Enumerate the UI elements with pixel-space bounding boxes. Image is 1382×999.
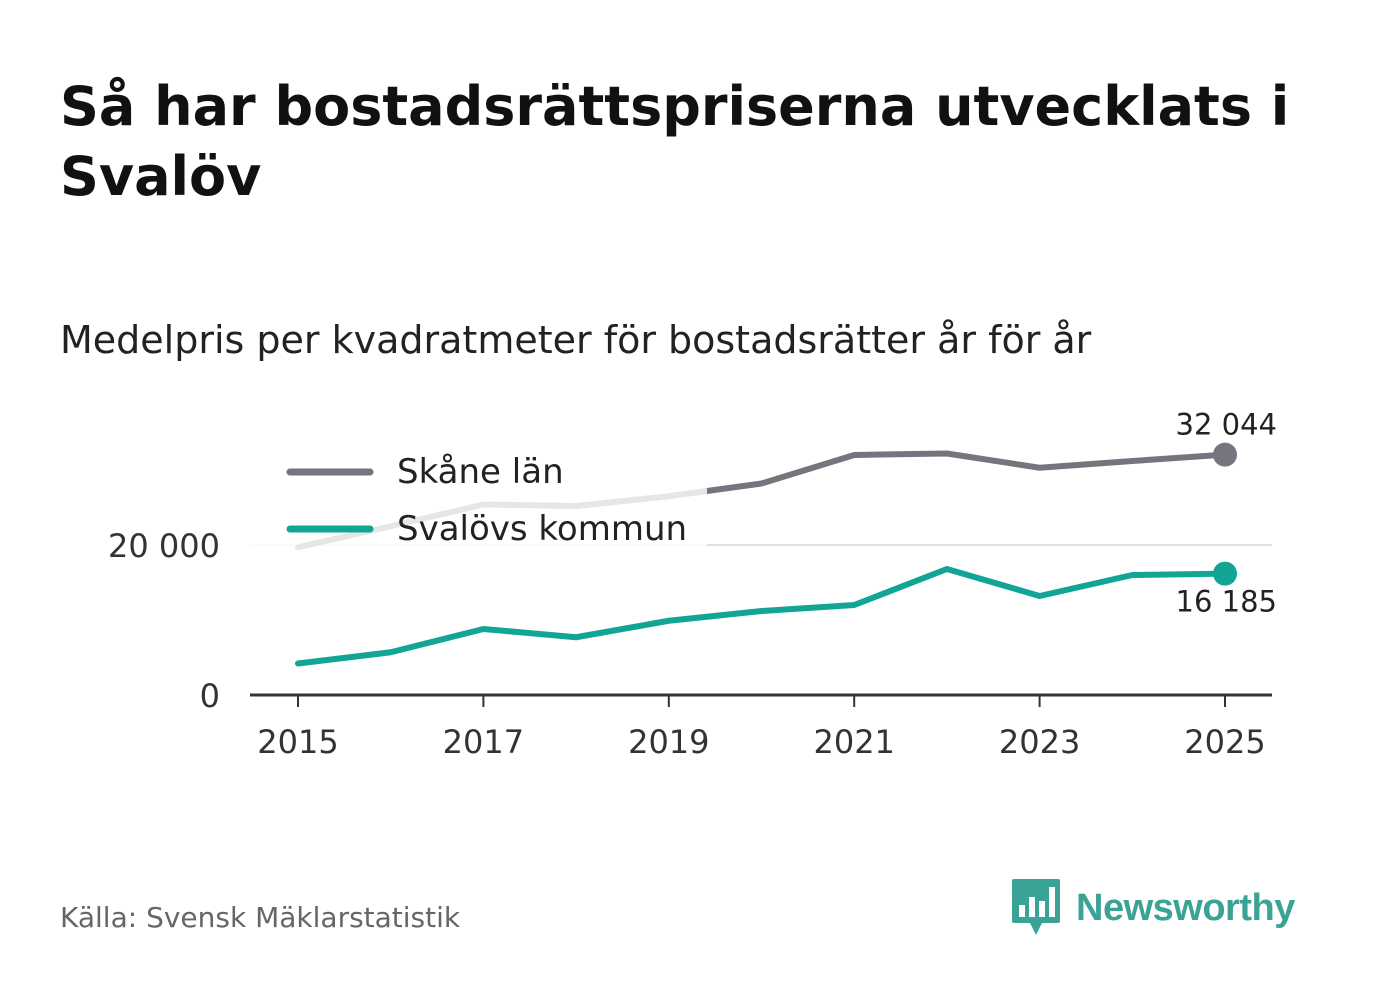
newsworthy-logo-icon xyxy=(1012,879,1060,935)
source-note: Källa: Svensk Mäklarstatistik xyxy=(60,901,461,934)
chart-subtitle: Medelpris per kvadratmeter för bostadsrä… xyxy=(60,318,1092,362)
x-tick-label: 2025 xyxy=(1184,723,1265,761)
series-end-point xyxy=(1213,561,1237,586)
legend-label: Skåne län xyxy=(397,452,564,492)
x-tick-label: 2017 xyxy=(443,723,524,761)
x-tick-label: 2019 xyxy=(628,723,709,761)
x-tick-label: 2021 xyxy=(813,723,894,761)
x-tick-label: 2015 xyxy=(257,723,338,761)
series-line-svalovs-kommun xyxy=(295,566,1228,667)
end-value-label: 16 185 xyxy=(1176,585,1277,619)
legend-background xyxy=(242,440,707,552)
legend-label: Svalövs kommun xyxy=(397,509,687,549)
x-tick-label: 2023 xyxy=(999,723,1080,761)
series-end-point xyxy=(1213,442,1237,467)
chart-title: Så har bostadsrättspriserna utvecklats i… xyxy=(60,75,1290,208)
brand-logo: Newsworthy xyxy=(1010,878,1295,938)
brand-name: Newsworthy xyxy=(1076,886,1295,929)
end-value-label: 32 044 xyxy=(1176,408,1277,442)
y-tick-label: 0 xyxy=(200,677,220,715)
y-tick-label: 20 000 xyxy=(108,527,220,565)
